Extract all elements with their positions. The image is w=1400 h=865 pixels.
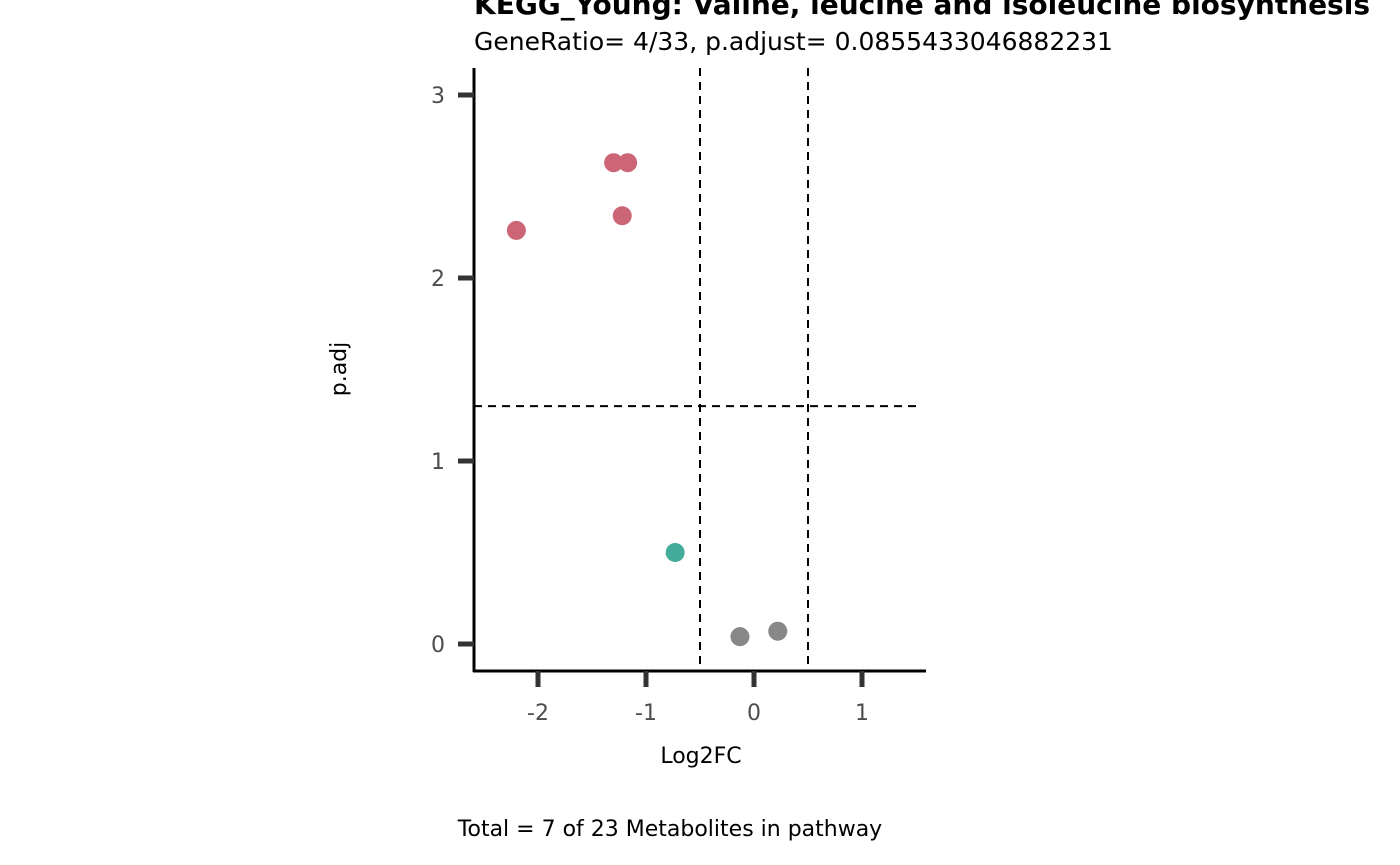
- y-tick-label-1: 1: [431, 450, 445, 475]
- chart-title: KEGG_Young: Valine, leucine and isoleuci…: [474, 0, 1370, 21]
- plot-area: 0 1 2 3 -2 -1 0 1: [431, 68, 926, 726]
- x-tick-label-0: 0: [747, 701, 761, 726]
- data-point-7: [768, 621, 788, 641]
- data-point-2: [618, 153, 638, 173]
- chart-subtitle: GeneRatio= 4/33, p.adjust= 0.08554330468…: [474, 27, 1113, 56]
- y-axis-title: p.adj: [327, 342, 352, 397]
- x-tick-label--2: -2: [527, 701, 549, 726]
- x-tick-label-1: 1: [855, 701, 869, 726]
- data-point-4: [506, 220, 526, 240]
- chart-caption: Total = 7 of 23 Metabolites in pathway: [457, 817, 882, 842]
- data-point-5: [665, 543, 685, 562]
- data-point-3: [612, 206, 632, 226]
- data-point-1: [604, 153, 624, 173]
- y-tick-label-0: 0: [431, 633, 445, 658]
- x-axis-title: Log2FC: [660, 744, 741, 769]
- y-tick-label-3: 3: [431, 84, 445, 109]
- x-tick-label--1: -1: [635, 701, 657, 726]
- data-point-6: [730, 627, 750, 647]
- y-tick-label-2: 2: [431, 267, 445, 292]
